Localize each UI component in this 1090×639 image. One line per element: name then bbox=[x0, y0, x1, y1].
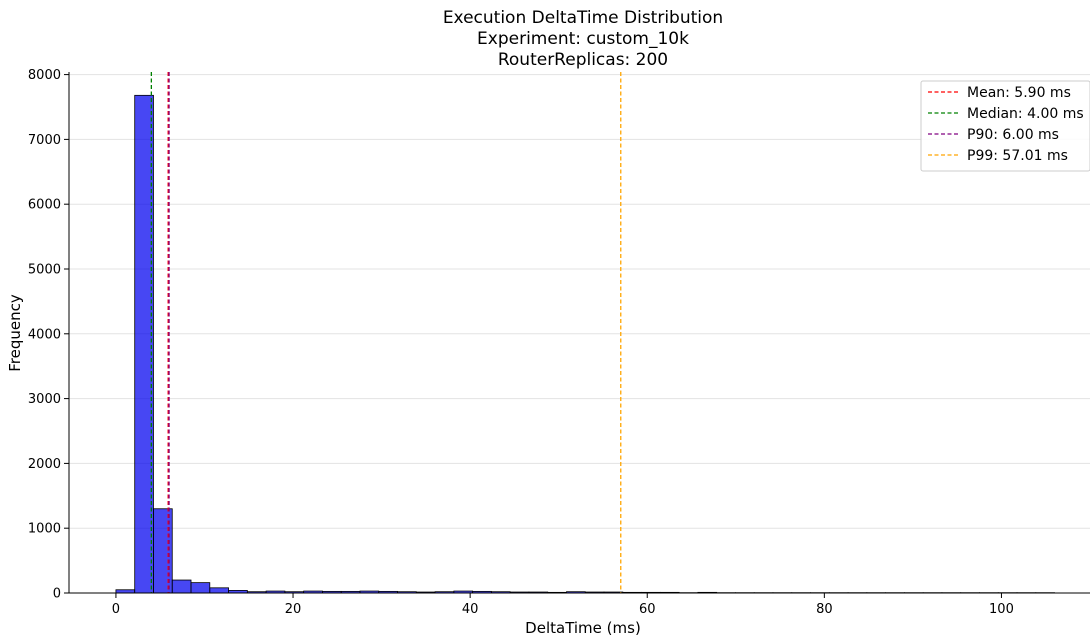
x-tick-label: 0 bbox=[112, 602, 120, 617]
legend-entry: P90: 6.00 ms bbox=[967, 127, 1059, 143]
x-tick-label: 40 bbox=[462, 602, 479, 617]
axes bbox=[68, 72, 1090, 594]
chart-title: Execution DeltaTime Distribution Experim… bbox=[443, 8, 723, 70]
histogram-bar bbox=[134, 94, 154, 594]
grid-lines bbox=[69, 74, 1090, 529]
histogram-bars bbox=[115, 94, 1055, 594]
y-tick-label: 3000 bbox=[28, 392, 61, 407]
legend: Mean: 5.90 ms Median: 4.00 ms P90: 6.00 ms… bbox=[920, 80, 1090, 172]
y-tick-label: 4000 bbox=[28, 327, 61, 342]
y-tick-label: 8000 bbox=[28, 68, 61, 83]
x-tick-label: 60 bbox=[639, 602, 656, 617]
chart-title-line-3: RouterReplicas: 200 bbox=[498, 50, 668, 70]
x-tick-label: 20 bbox=[285, 602, 302, 617]
y-tick-label: 2000 bbox=[28, 457, 61, 472]
y-axis-label: Frequency bbox=[6, 294, 24, 372]
y-tick-label: 5000 bbox=[28, 262, 61, 277]
y-tick-label: 6000 bbox=[28, 198, 61, 213]
x-tick-label: 80 bbox=[816, 602, 833, 617]
x-axis-label: DeltaTime (ms) bbox=[525, 619, 641, 637]
chart-title-line-2: Experiment: custom_10k bbox=[477, 29, 689, 49]
histogram-bar bbox=[209, 587, 229, 594]
legend-entry: Median: 4.00 ms bbox=[967, 106, 1084, 122]
x-tick-label: 100 bbox=[989, 602, 1014, 617]
legend-entry: Mean: 5.90 ms bbox=[967, 85, 1071, 101]
histogram-bar bbox=[171, 579, 192, 594]
x-axis-ticks: 0 20 40 60 80 100 bbox=[112, 593, 1014, 617]
legend-box bbox=[920, 80, 1090, 172]
reference-lines bbox=[150, 72, 622, 593]
chart-title-line-1: Execution DeltaTime Distribution bbox=[443, 8, 723, 28]
y-axis-ticks: 0 1000 2000 3000 4000 5000 6000 7000 8000 bbox=[28, 68, 69, 602]
histogram-bar bbox=[190, 582, 211, 594]
y-tick-label: 0 bbox=[53, 587, 61, 602]
y-tick-label: 7000 bbox=[28, 133, 61, 148]
legend-entry: P99: 57.01 ms bbox=[967, 148, 1068, 164]
y-tick-label: 1000 bbox=[28, 522, 61, 537]
